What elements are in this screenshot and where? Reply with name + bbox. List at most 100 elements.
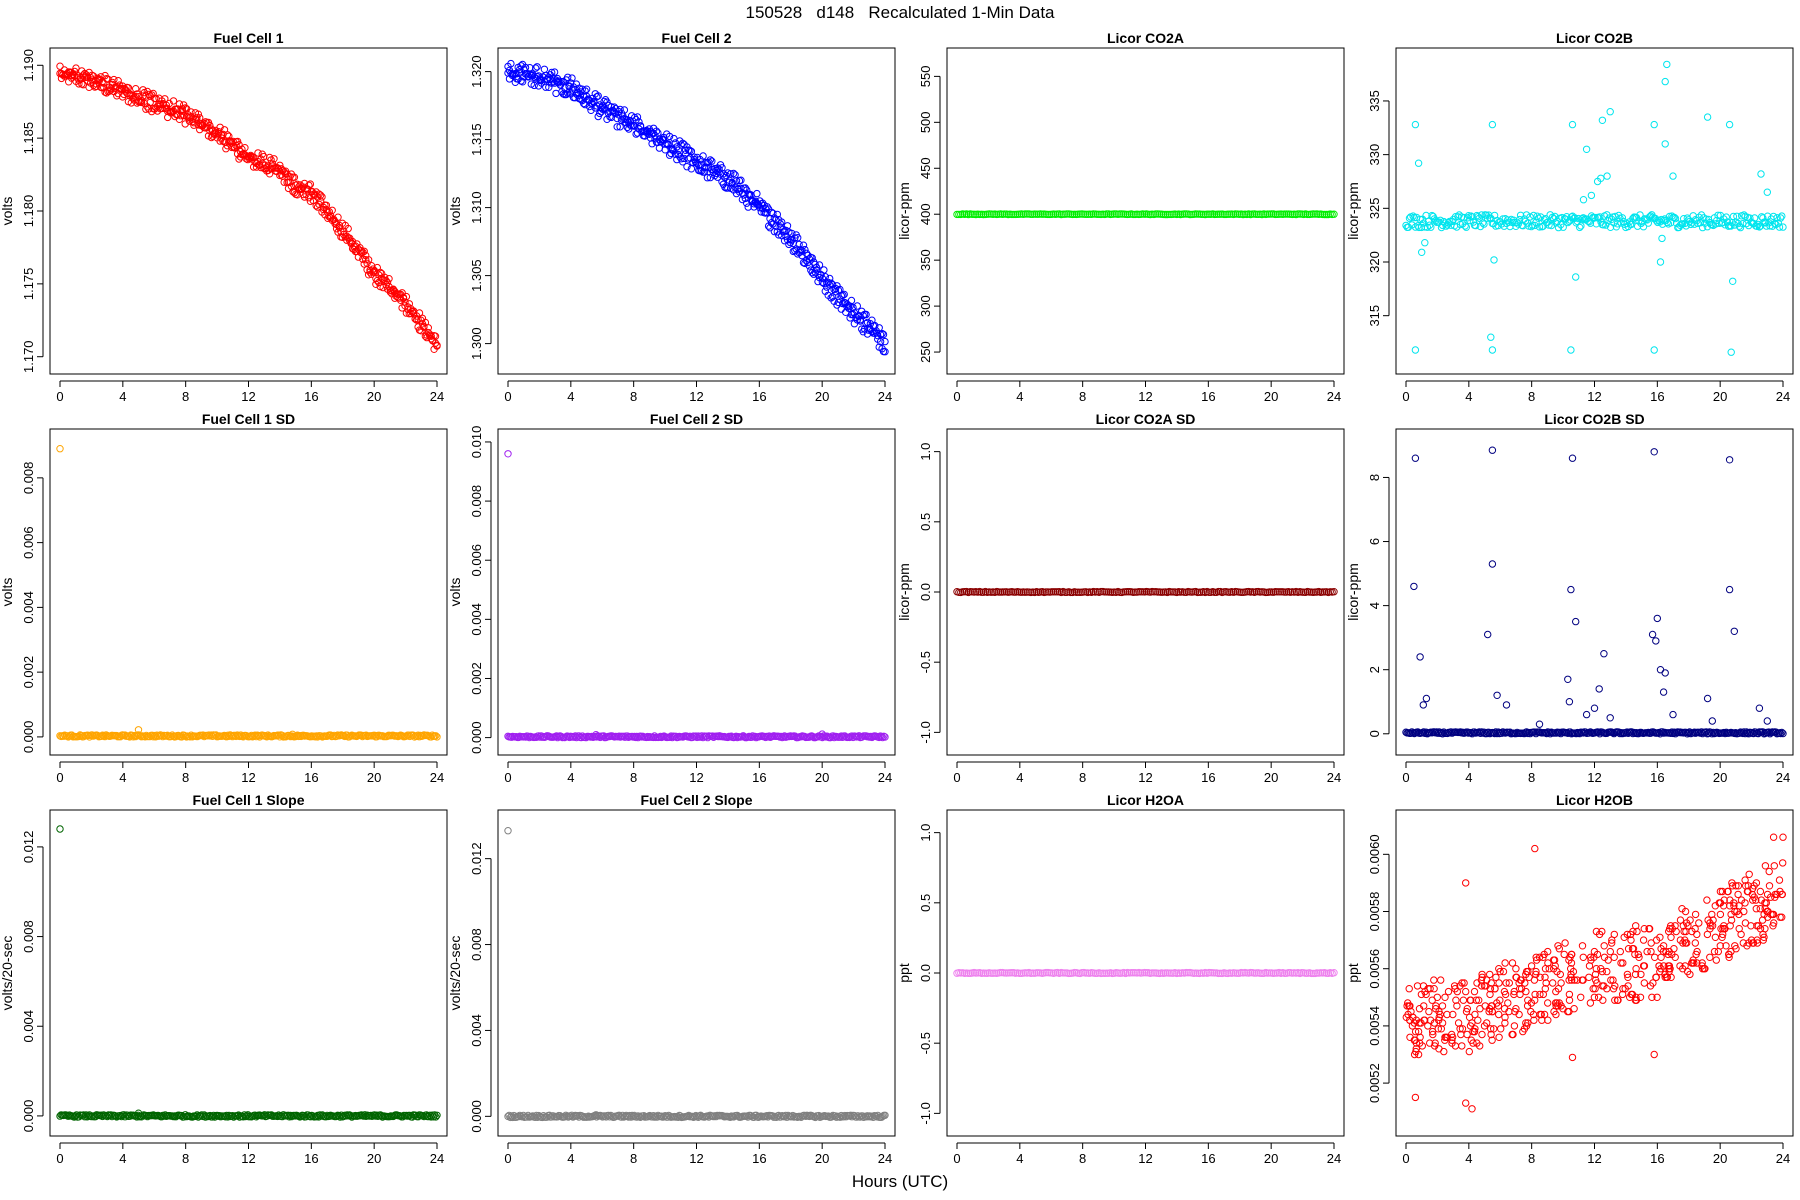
data-point: [674, 146, 682, 154]
data-point: [1697, 728, 1706, 736]
data-point: [121, 731, 129, 739]
data-point: [178, 107, 187, 115]
data-point: [1612, 728, 1621, 736]
data-point: [1313, 588, 1321, 596]
data-point: [863, 1112, 871, 1120]
data-point: [1017, 969, 1026, 977]
data-point: [1449, 728, 1458, 736]
data-point: [182, 112, 191, 121]
y-tick-label: 0.008: [21, 920, 36, 953]
data-point: [1417, 223, 1426, 232]
data-point: [1207, 969, 1215, 977]
data-point: [1195, 588, 1204, 596]
data-point: [612, 109, 620, 118]
data-point: [685, 733, 693, 741]
chart-title: Licor H2OA: [1107, 792, 1184, 808]
data-point: [1429, 728, 1437, 736]
data-point: [1667, 219, 1675, 227]
data-point: [1765, 882, 1774, 890]
data-point: [315, 200, 323, 209]
data-point: [1431, 729, 1440, 737]
data-point: [299, 731, 308, 739]
data-point: [1725, 950, 1733, 959]
data-point: [696, 733, 705, 741]
data-point: [289, 187, 297, 196]
data-point: [825, 733, 834, 742]
data-point: [1646, 982, 1655, 990]
data-point: [1471, 1010, 1479, 1019]
data-point: [363, 259, 371, 267]
data-point: [173, 1112, 181, 1120]
data-point: [562, 90, 570, 99]
data-point: [688, 1112, 697, 1121]
data-point: [1121, 588, 1130, 596]
data-point: [1603, 985, 1611, 993]
data-point: [656, 732, 665, 741]
y-axis-label: ppt: [1345, 963, 1361, 983]
data-point: [1554, 942, 1562, 950]
data-point: [363, 1111, 371, 1119]
data-point: [1465, 1013, 1474, 1021]
data-point: [1089, 587, 1098, 596]
data-point: [613, 1112, 621, 1120]
x-tick-label: 0: [56, 770, 63, 785]
data-point: [1757, 896, 1766, 904]
data-point: [412, 732, 420, 740]
data-point: [215, 128, 223, 136]
data-point: [1476, 1005, 1484, 1013]
data-point: [622, 1111, 630, 1120]
data-point: [1778, 890, 1787, 899]
data-point: [350, 245, 358, 254]
y-axis-label: volts: [0, 578, 15, 607]
data-point: [326, 731, 335, 739]
chart-title: Fuel Cell 1 Slope: [192, 792, 304, 808]
data-point: [634, 1112, 642, 1120]
data-point: [1523, 1002, 1532, 1010]
data-point: [57, 69, 66, 78]
data-point: [839, 291, 847, 299]
data-point: [132, 85, 140, 93]
data-point: [778, 733, 786, 742]
data-point: [1085, 969, 1094, 977]
data-point: [83, 731, 91, 739]
data-point: [1600, 982, 1608, 990]
data-point: [533, 1113, 542, 1122]
data-point: [344, 1112, 353, 1120]
data-point: [639, 131, 648, 140]
y-tick-label: 1.180: [21, 195, 36, 228]
data-point: [1656, 730, 1664, 738]
data-point: [556, 1112, 564, 1120]
data-point: [306, 180, 315, 188]
data-point: [128, 1111, 136, 1120]
data-point: [668, 145, 677, 153]
data-point: [1460, 213, 1468, 222]
data-point: [1531, 990, 1539, 999]
data-point: [199, 731, 207, 739]
data-point: [177, 112, 185, 120]
data-point: [806, 1111, 815, 1120]
x-tick-label: 16: [1650, 1151, 1664, 1166]
data-point: [1532, 970, 1540, 979]
data-point: [618, 732, 627, 741]
data-point: [530, 81, 538, 90]
data-point: [1097, 969, 1105, 978]
data-point: [165, 99, 173, 108]
data-point: [1771, 728, 1779, 736]
data-point: [140, 1111, 148, 1119]
data-point: [771, 1112, 779, 1121]
data-point: [970, 210, 978, 219]
data-point: [1190, 210, 1198, 219]
data-point: [525, 733, 533, 742]
data-point: [303, 186, 312, 194]
data-point: [1597, 218, 1605, 226]
data-point: [584, 96, 592, 104]
data-point: [779, 733, 788, 741]
data-point: [273, 731, 282, 739]
data-point: [536, 1113, 544, 1121]
data-point: [1662, 729, 1670, 737]
data-point: [739, 732, 747, 740]
data-point: [1139, 210, 1147, 218]
data-point: [622, 118, 630, 127]
data-point: [241, 1112, 250, 1121]
data-point: [797, 733, 805, 741]
